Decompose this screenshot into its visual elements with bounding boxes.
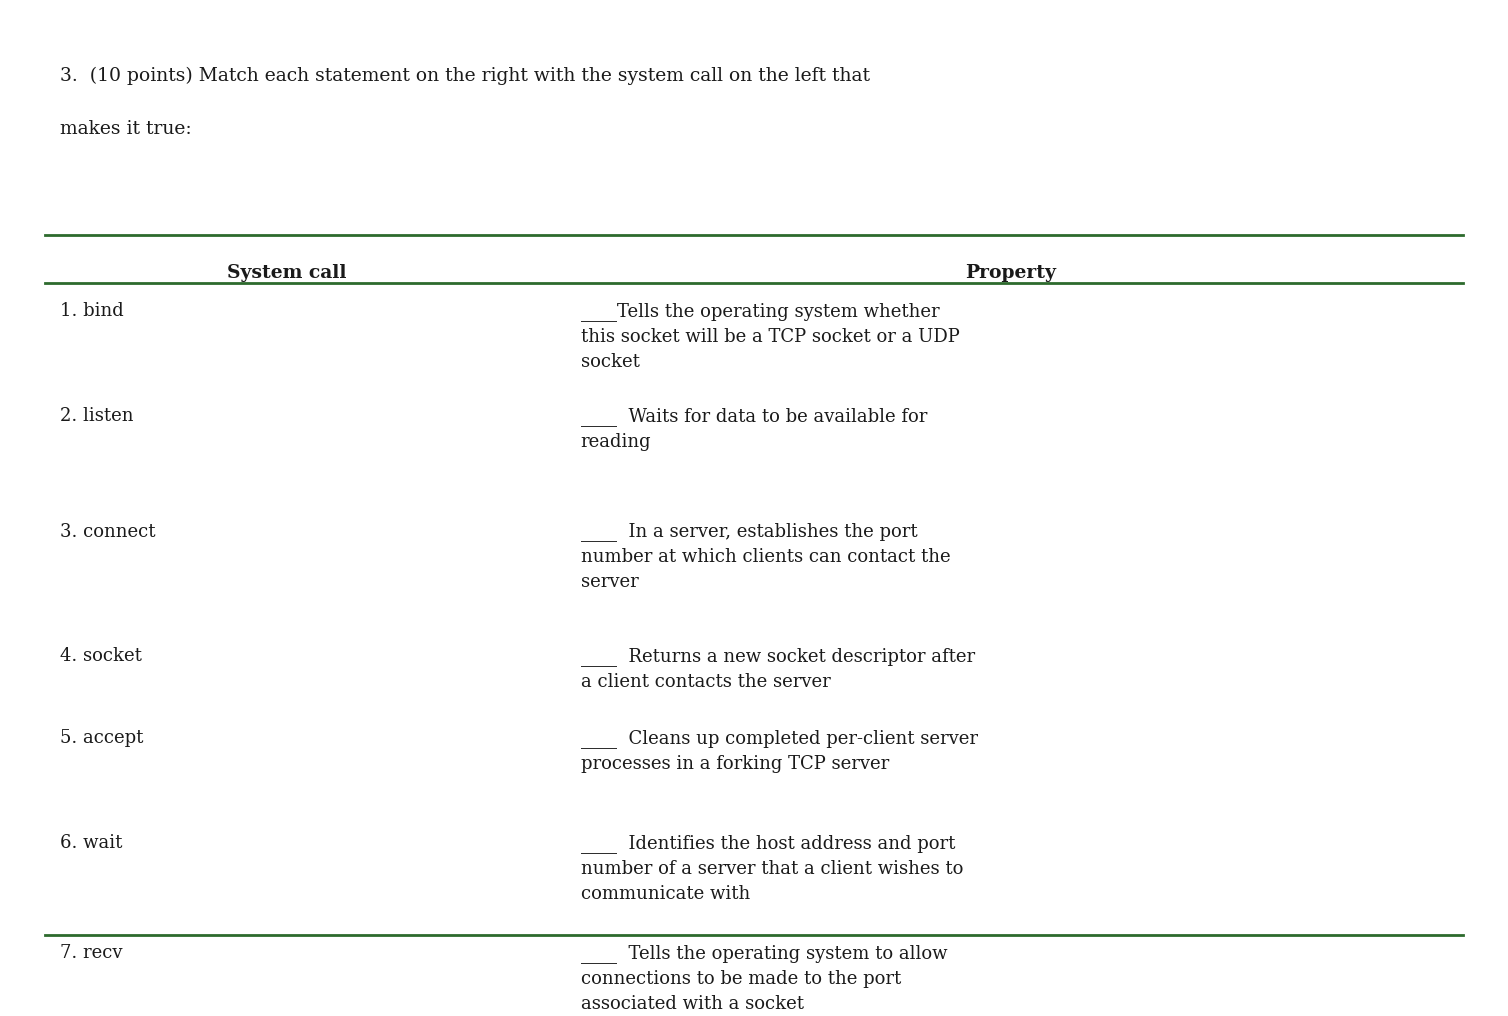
Text: 3.  (10 points) Match each statement on the right with the system call on the le: 3. (10 points) Match each statement on t… [60,67,870,85]
Text: 7. recv: 7. recv [60,945,122,962]
Text: ____  Returns a new socket descriptor after
a client contacts the server: ____ Returns a new socket descriptor aft… [581,647,974,691]
Text: 2. listen: 2. listen [60,407,134,426]
Text: makes it true:: makes it true: [60,120,192,138]
Text: Property: Property [965,264,1056,281]
Text: System call: System call [226,264,347,281]
Text: ____  Tells the operating system to allow
connections to be made to the port
ass: ____ Tells the operating system to allow… [581,945,947,1013]
Text: ____  Identifies the host address and port
number of a server that a client wish: ____ Identifies the host address and por… [581,834,964,903]
Text: 6. wait: 6. wait [60,834,122,852]
Text: ____  Cleans up completed per-client server
processes in a forking TCP server: ____ Cleans up completed per-client serv… [581,728,977,772]
Text: 4. socket: 4. socket [60,647,142,665]
Text: ____  Waits for data to be available for
reading: ____ Waits for data to be available for … [581,407,927,451]
Text: ____  In a server, establishes the port
number at which clients can contact the
: ____ In a server, establishes the port n… [581,522,950,591]
Text: ____Tells the operating system whether
this socket will be a TCP socket or a UDP: ____Tells the operating system whether t… [581,302,959,371]
Text: 5. accept: 5. accept [60,728,143,747]
Text: 3. connect: 3. connect [60,522,155,541]
Text: 1. bind: 1. bind [60,302,124,320]
